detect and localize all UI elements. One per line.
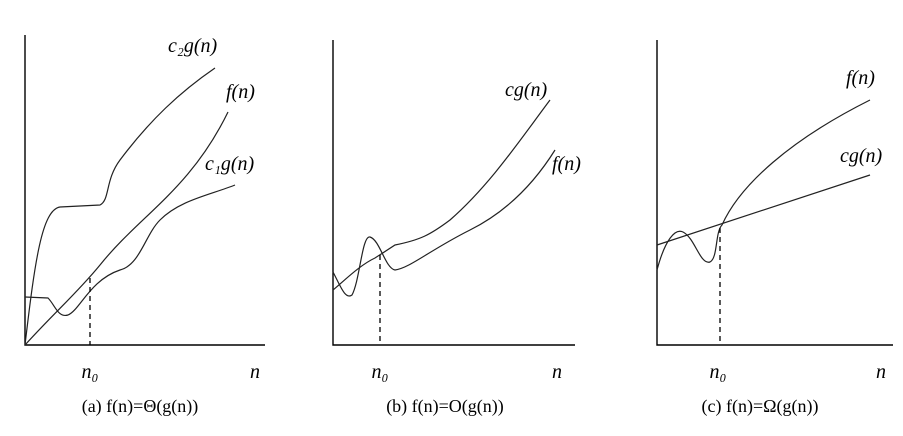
caption: (c) f(n)=Ω(g(n)) [702, 396, 819, 417]
axis-label: n [552, 361, 562, 383]
curve-f [656, 99, 871, 271]
curve-f [332, 149, 556, 297]
caption: (b) f(n)=O(g(n)) [386, 396, 504, 417]
curve-label: f(n) [846, 67, 875, 89]
curve-label: c₁g(n) [205, 153, 254, 175]
curve-cg [656, 174, 871, 246]
curve-f [24, 111, 229, 346]
curve-label: cg(n) [505, 79, 548, 101]
curve-label: f(n) [226, 81, 255, 103]
curve-label: cg(n) [840, 145, 883, 167]
curve-label: f(n) [552, 153, 581, 175]
n0-label: n₀ [372, 361, 389, 383]
axis-label: n [876, 361, 886, 383]
panel-b: cg(n) f(n) n₀ n (b) f(n)=O(g(n)) [332, 40, 581, 417]
curve-cg [332, 99, 551, 291]
curve-label: c₂g(n) [168, 35, 217, 57]
curve-c1g [24, 184, 236, 317]
axis-label: n [250, 361, 260, 383]
panel-c: f(n) cg(n) n₀ n (c) f(n)=Ω(g(n)) [656, 40, 893, 417]
axes [332, 40, 575, 346]
n0-label: n₀ [82, 361, 99, 383]
n0-label: n₀ [710, 361, 727, 383]
caption: (a) f(n)=Θ(g(n)) [82, 396, 199, 417]
panel-a: c₂g(n) f(n) c₁g(n) n₀ n (a) f(n)=Θ(g(n)) [24, 35, 265, 417]
axes [656, 40, 893, 346]
curve-c2g [24, 67, 216, 346]
